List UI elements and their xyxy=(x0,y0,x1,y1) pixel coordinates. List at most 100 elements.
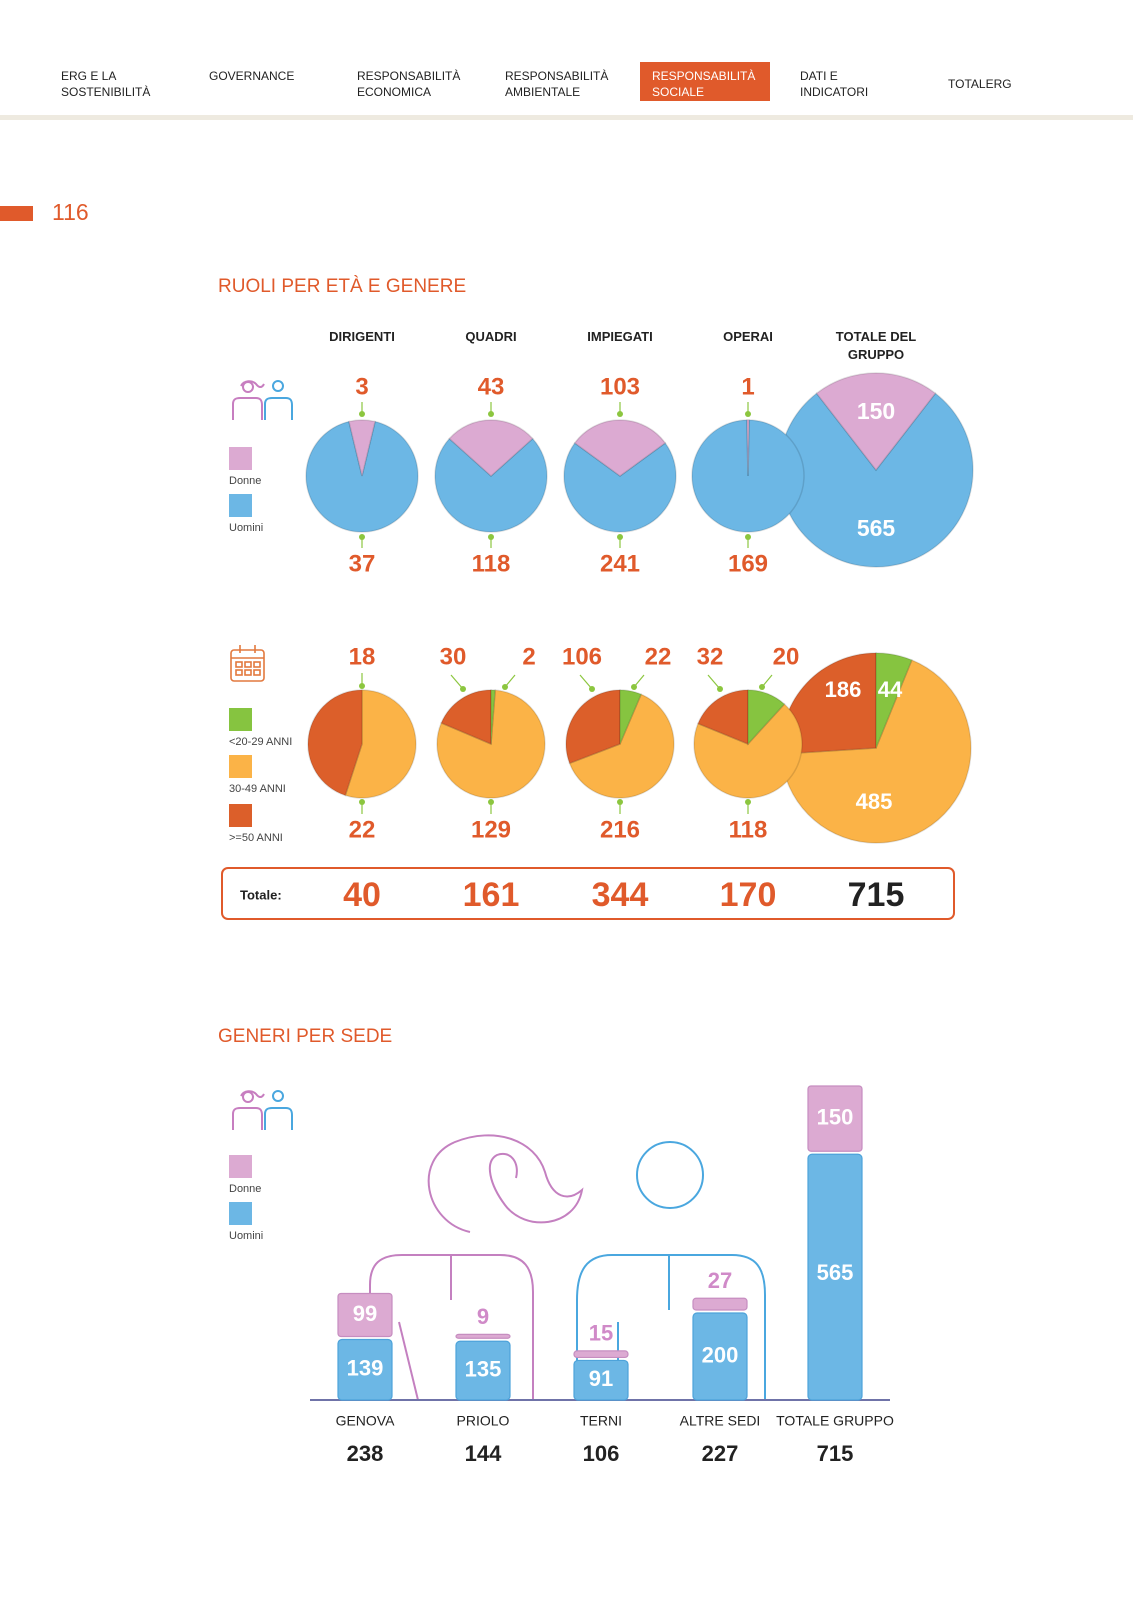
pie-slice xyxy=(746,419,750,477)
legend-swatch xyxy=(229,1155,252,1178)
value-label: 32 xyxy=(697,643,724,670)
category-label: ALTRE SEDI xyxy=(680,1413,761,1429)
connector-dot xyxy=(745,411,751,417)
connector xyxy=(450,674,464,690)
connector-dot xyxy=(717,686,723,692)
total-value: 238 xyxy=(347,1441,384,1466)
bar xyxy=(573,1350,629,1359)
total-value: 170 xyxy=(720,876,777,914)
pie-slice xyxy=(307,689,363,797)
value-label: 1 xyxy=(741,373,754,400)
value-label: 118 xyxy=(729,816,768,843)
value-label: 129 xyxy=(471,816,511,843)
totals-label: Totale: xyxy=(240,887,282,902)
value-label: 37 xyxy=(349,550,376,577)
nav-item[interactable]: RESPONSABILITÀ AMBIENTALE xyxy=(505,69,609,99)
nav-item-active[interactable]: RESPONSABILITÀ SOCIALE xyxy=(640,62,770,101)
column-header: QUADRI xyxy=(465,329,517,344)
total-value: 715 xyxy=(848,876,905,914)
value-label: 18 xyxy=(349,643,376,670)
pie-slice xyxy=(693,703,803,799)
gender-icon xyxy=(232,380,293,420)
pie-slice xyxy=(440,689,492,746)
connector-dot xyxy=(589,686,595,692)
legend-label: Uomini xyxy=(229,1230,263,1242)
connector-dot xyxy=(359,411,365,417)
pie-slice xyxy=(875,652,913,749)
bar xyxy=(455,1333,511,1339)
value-label: 3 xyxy=(355,373,368,400)
pie-slice xyxy=(568,693,675,799)
value-label: 169 xyxy=(728,550,768,577)
pie-slice xyxy=(619,689,643,745)
value-label: 186 xyxy=(825,677,862,702)
calendar-icon xyxy=(230,645,265,682)
nav-item[interactable]: GOVERNANCE xyxy=(209,69,295,83)
bar xyxy=(337,1338,393,1401)
connector-dot xyxy=(631,684,637,690)
pie-slice xyxy=(344,689,417,799)
column-header: OPERAI xyxy=(723,329,773,344)
legend-label: >=50 ANNI xyxy=(229,832,283,844)
bar xyxy=(573,1359,629,1401)
value-label: 44 xyxy=(878,677,903,702)
total-value: 144 xyxy=(465,1441,502,1466)
pie-slice xyxy=(815,372,937,472)
legend-swatch xyxy=(229,494,252,517)
connector-dot xyxy=(745,799,751,805)
legend-label: Donne xyxy=(229,1183,261,1195)
value-label: 22 xyxy=(645,643,672,670)
pie-slice xyxy=(565,689,621,765)
connector-dot xyxy=(488,799,494,805)
bar xyxy=(807,1153,863,1401)
value-label: 30 xyxy=(440,643,467,670)
value-label: 200 xyxy=(702,1342,739,1367)
connector-dot xyxy=(460,686,466,692)
pie-slice xyxy=(780,659,972,844)
value-label: 43 xyxy=(478,373,505,400)
connector-dot xyxy=(502,684,508,690)
value-label: 565 xyxy=(857,515,896,541)
total-value: 40 xyxy=(343,876,381,914)
total-value: 715 xyxy=(817,1441,854,1466)
value-label: 135 xyxy=(465,1356,502,1381)
value-label: 27 xyxy=(708,1268,732,1293)
pie-slice xyxy=(434,437,548,533)
page-marker xyxy=(0,206,33,221)
connector-dot xyxy=(488,534,494,540)
value-label: 99 xyxy=(353,1301,377,1326)
legend-swatch xyxy=(229,755,252,778)
pie-slice xyxy=(747,689,786,746)
value-label: 2 xyxy=(522,643,535,670)
nav-item[interactable]: DATI E INDICATORI xyxy=(800,69,869,99)
total-value: 344 xyxy=(592,876,649,914)
value-label: 241 xyxy=(600,550,640,577)
bar xyxy=(337,1292,393,1338)
total-value: 227 xyxy=(702,1441,739,1466)
totals-box xyxy=(221,867,955,920)
nav-item[interactable]: ERG E LA SOSTENIBILITÀ xyxy=(61,69,151,99)
column-header: IMPIEGATI xyxy=(587,329,653,344)
nav-item[interactable]: RESPONSABILITÀ ECONOMICA xyxy=(357,69,461,99)
value-label: 118 xyxy=(472,550,511,577)
value-label: 216 xyxy=(600,816,640,843)
page-number: 116 xyxy=(52,199,89,225)
nav-item[interactable]: TOTALERG xyxy=(948,77,1012,91)
connector xyxy=(707,674,721,690)
category-label: PRIOLO xyxy=(457,1413,510,1429)
value-label: 150 xyxy=(857,398,895,424)
pie-slice xyxy=(691,419,805,533)
legend-swatch xyxy=(229,708,252,731)
value-label: 20 xyxy=(773,643,800,670)
legend-label: 30-49 ANNI xyxy=(229,783,286,795)
value-label: 150 xyxy=(817,1104,854,1129)
total-value: 161 xyxy=(463,876,520,914)
pie-slice xyxy=(490,689,497,745)
bar xyxy=(455,1340,511,1401)
bar xyxy=(692,1312,748,1401)
value-label: 103 xyxy=(600,373,640,400)
section-title: GENERI PER SEDE xyxy=(218,1026,392,1047)
pie-slice xyxy=(305,420,419,533)
header-rule xyxy=(0,115,1133,120)
